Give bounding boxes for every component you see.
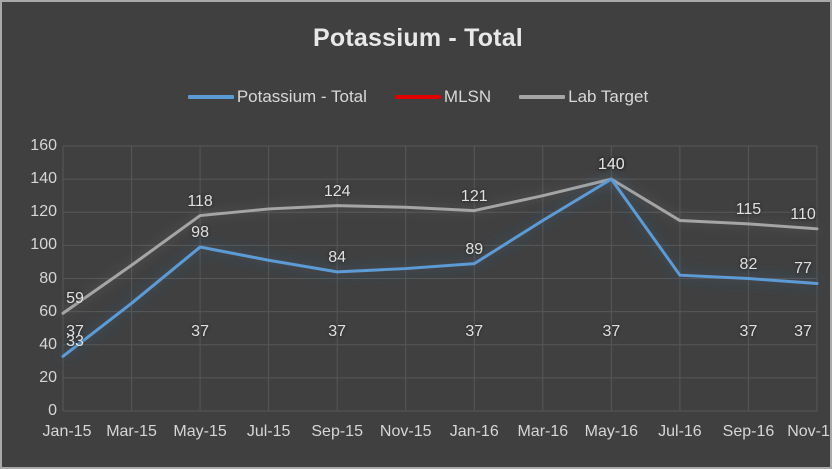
- data-point-label: 59: [66, 290, 84, 308]
- data-point-label: 140: [598, 156, 625, 174]
- data-point-label: 84: [328, 248, 347, 266]
- series-line-potassium-total: [61, 177, 819, 358]
- data-point-label: 82: [739, 255, 758, 273]
- y-axis: 0 20 40 60 80 100 120 140 160: [2, 138, 57, 419]
- chart-title: Potassium - Total: [313, 24, 523, 52]
- legend-swatch-icon: [187, 95, 234, 99]
- y-axis-tick-label: 40: [39, 335, 57, 353]
- y-axis-tick-label: 140: [30, 170, 57, 188]
- x-axis-tick-label: Mar-15: [106, 423, 157, 440]
- data-point-label: 77: [794, 260, 812, 278]
- x-axis-tick-label: Jan-15: [42, 423, 92, 440]
- data-point-label: 115: [735, 200, 762, 218]
- legend-potassium-total[interactable]: Potassium - Total: [187, 87, 367, 107]
- legend-swatch-icon: [394, 95, 441, 99]
- y-axis-tick-label: 60: [39, 302, 57, 320]
- data-point-label: 37: [191, 322, 209, 340]
- x-axis-tick-label: Jul-15: [246, 423, 291, 440]
- data-point-label: 98: [191, 224, 209, 242]
- data-point-label: 124: [323, 182, 351, 200]
- x-axis-tick-label: Sep-16: [722, 423, 775, 440]
- x-axis-tick-label: May-15: [173, 423, 227, 440]
- plot-area: 33 98 84 89 140 82 77 37 37 37 37 37 37 37 59 118 124 121…: [61, 145, 819, 412]
- plot-svg: [61, 145, 819, 412]
- y-axis-tick-label: 100: [30, 236, 57, 254]
- x-axis-tick-label: May-16: [584, 423, 639, 440]
- series-lines: [61, 177, 819, 358]
- data-point-label: 37: [328, 322, 347, 340]
- chart-legend: Potassium - Total MLSN Lab Target: [2, 87, 830, 107]
- x-axis-tick-label: Jan-16: [449, 423, 499, 440]
- data-point-label: 37: [465, 322, 484, 340]
- data-point-label: 121: [460, 187, 488, 205]
- data-point-label: 37: [66, 322, 84, 340]
- data-point-label: 37: [739, 322, 758, 340]
- x-axis-tick-label: Nov-16: [787, 423, 830, 440]
- y-axis-tick-label: 160: [30, 137, 57, 154]
- data-point-label: 37: [794, 322, 812, 340]
- y-axis-tick-label: 20: [39, 368, 57, 386]
- legend-swatch-icon: [519, 95, 566, 99]
- data-point-label: 118: [187, 192, 213, 210]
- x-axis-tick-label: Nov-15: [379, 423, 432, 440]
- y-axis-tick-label: 0: [48, 402, 57, 419]
- y-axis-tick-label: 80: [39, 269, 57, 287]
- legend-label: Lab Target: [568, 87, 649, 106]
- data-point-label: 33: [66, 333, 84, 351]
- data-point-label: 110: [790, 205, 816, 223]
- data-point-label: 89: [465, 240, 484, 258]
- legend-label: Potassium - Total: [236, 87, 367, 106]
- x-axis-tick-label: Sep-15: [311, 423, 363, 440]
- y-axis-tick-label: 120: [30, 203, 57, 221]
- legend-mlsn[interactable]: MLSN: [394, 87, 492, 107]
- x-axis-tick-label: Jul-16: [658, 423, 702, 440]
- x-axis: Jan-15 Mar-15 May-15 Jul-15 Sep-15 Nov-15 Jan-…: [43, 423, 830, 448]
- legend-label: MLSN: [443, 87, 492, 106]
- data-point-label: 140: [598, 156, 625, 174]
- gridlines: [62, 145, 818, 412]
- data-point-label: 37: [602, 322, 621, 340]
- x-axis-tick-label: Mar-16: [517, 423, 569, 440]
- series-line-lab-target: [61, 177, 819, 315]
- legend-lab-target[interactable]: Lab Target: [519, 87, 648, 107]
